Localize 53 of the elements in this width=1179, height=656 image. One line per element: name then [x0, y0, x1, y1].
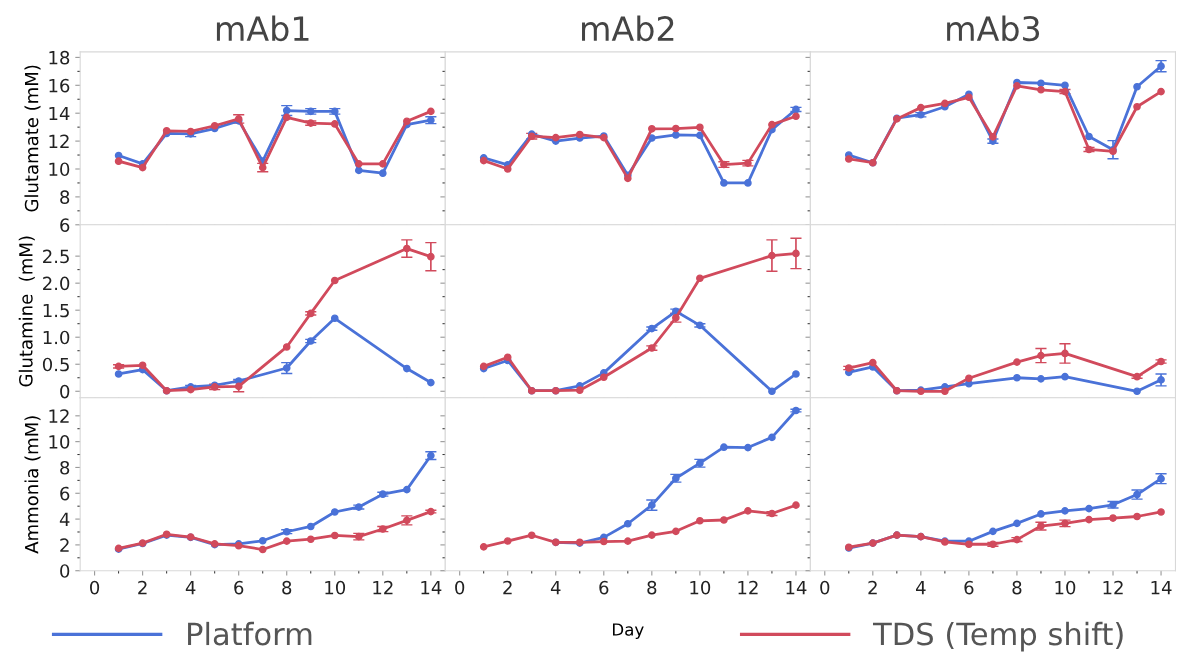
y-tick-label: 2.0	[43, 276, 70, 291]
x-tick-label: 12	[373, 580, 393, 595]
y-tick-label: 10	[49, 435, 70, 449]
x-tick-label: 8	[647, 580, 657, 595]
y-tick-label: 8	[60, 190, 70, 205]
y-axis-title: Glutamate (mM)	[24, 65, 41, 212]
legend-label: TDS (Temp shift)	[872, 621, 1123, 652]
x-tick-label: 12	[738, 580, 758, 595]
y-tick-label: 0	[60, 384, 70, 399]
x-tick-label: 6	[234, 580, 244, 595]
x-tick-label: 6	[964, 580, 974, 595]
x-tick-label: 14	[1151, 581, 1172, 595]
x-tick-label: 4	[185, 581, 196, 595]
x-tick-label: 10	[690, 580, 711, 595]
y-tick-label: 10	[49, 162, 70, 177]
x-tick-label: 14	[786, 581, 807, 595]
x-tick-label: 8	[282, 580, 292, 595]
y-tick-label: 8	[60, 460, 70, 475]
chart-title: mAb3	[947, 15, 1040, 42]
x-tick-label: 2	[868, 580, 877, 595]
x-tick-label: 2	[138, 580, 147, 595]
chart-title: mAb2	[582, 15, 674, 42]
x-tick-label: 0	[90, 580, 100, 595]
x-axis-title: Day	[613, 623, 644, 640]
x-tick-label: 10	[1055, 580, 1076, 595]
x-tick-label: 2	[503, 580, 512, 595]
y-tick-label: 14	[49, 106, 70, 121]
x-tick-label: 0	[455, 580, 465, 595]
y-tick-label: 18	[49, 50, 70, 65]
y-axis-title: Glutamine (mM)	[18, 236, 35, 387]
y-axis-title: Ammonia (mM)	[24, 416, 41, 554]
y-tick-label: 4	[59, 512, 70, 526]
y-tick-label: 0.5	[42, 357, 69, 372]
y-tick-label: 12	[49, 134, 69, 148]
legend-label: Platform	[188, 621, 312, 646]
x-tick-label: 8	[1012, 580, 1022, 595]
y-tick-label: 6	[60, 218, 70, 232]
x-tick-label: 10	[325, 580, 346, 595]
y-tick-label: 6	[60, 486, 70, 501]
y-tick-label: 12	[49, 409, 69, 423]
x-tick-label: 12	[1103, 580, 1123, 595]
y-tick-label: 16	[49, 78, 70, 93]
x-tick-label: 0	[820, 580, 830, 595]
x-tick-label: 4	[915, 581, 926, 595]
x-tick-label: 6	[599, 580, 609, 595]
y-tick-label: 1.5	[43, 303, 69, 318]
y-tick-label: 1.0	[43, 330, 70, 345]
x-tick-label: 4	[550, 581, 561, 595]
x-tick-label: 14	[421, 581, 442, 595]
chart-title: mAb1	[216, 15, 309, 42]
y-tick-label: 0	[60, 564, 70, 578]
y-tick-label: 2.5	[43, 249, 69, 264]
y-tick-label: 2	[60, 538, 69, 552]
